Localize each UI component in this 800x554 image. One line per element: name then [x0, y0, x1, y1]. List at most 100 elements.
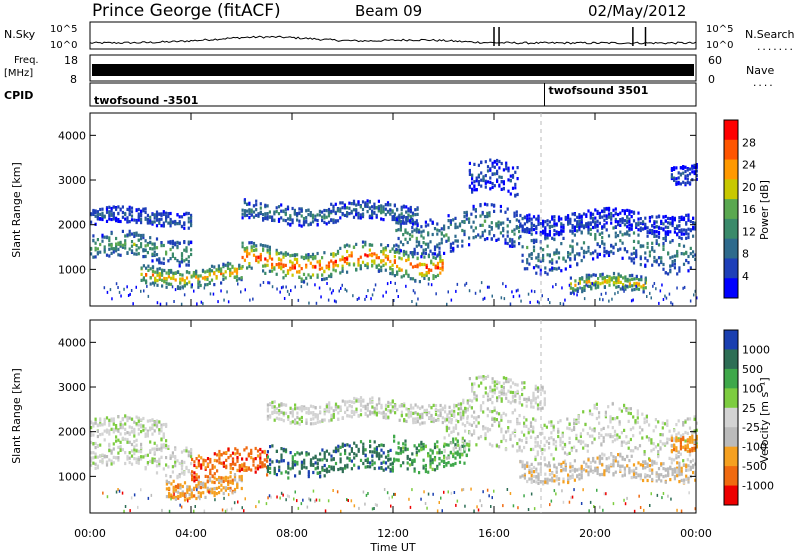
- heatmap-cell: [236, 485, 239, 489]
- heatmap-cell: [191, 478, 194, 482]
- heatmap-cell: [679, 434, 682, 438]
- heatmap-cell: [520, 430, 523, 434]
- heatmap-cell: [256, 454, 260, 458]
- heatmap-cell: [483, 296, 486, 300]
- heatmap-cell: [400, 212, 403, 216]
- heatmap-cell: [112, 213, 115, 217]
- nsearch-tick-top: 10^5: [706, 24, 733, 35]
- heatmap-cell: [491, 410, 494, 414]
- heatmap-cell: [289, 421, 292, 425]
- heatmap-cell: [548, 436, 551, 440]
- heatmap-cell: [352, 215, 356, 219]
- heatmap-cell: [245, 457, 248, 461]
- heatmap-cell: [397, 441, 400, 445]
- heatmap-cell: [339, 460, 342, 464]
- heatmap-cell: [332, 465, 335, 469]
- heatmap-cell: [573, 218, 576, 222]
- heatmap-cell: [172, 276, 175, 280]
- heatmap-cell: [211, 466, 214, 470]
- heatmap-cell: [521, 259, 524, 263]
- heatmap-cell: [433, 252, 437, 256]
- heatmap-cell: [382, 460, 385, 464]
- heatmap-cell: [513, 428, 517, 432]
- heatmap-cell: [183, 226, 186, 230]
- heatmap-cell: [526, 227, 529, 231]
- heatmap-cell: [190, 240, 193, 245]
- heatmap-cell: [577, 420, 580, 424]
- heatmap-cell: [153, 423, 156, 427]
- heatmap-cell: [430, 283, 433, 287]
- heatmap-cell: [126, 233, 129, 237]
- heatmap-cell: [399, 464, 402, 468]
- heatmap-cell: [280, 265, 283, 269]
- heatmap-cell: [330, 454, 333, 458]
- heatmap-cell: [247, 454, 250, 458]
- heatmap-cell: [140, 242, 143, 246]
- heatmap-cell: [192, 273, 195, 277]
- heatmap-cell: [180, 224, 184, 228]
- heatmap-cell: [378, 401, 381, 405]
- heatmap-cell: [461, 239, 464, 243]
- heatmap-cell: [178, 264, 181, 268]
- heatmap-cell: [374, 283, 377, 287]
- heatmap-cell: [569, 244, 572, 248]
- heatmap-cell: [227, 482, 230, 486]
- heatmap-cell: [121, 205, 124, 209]
- heatmap-cell: [548, 233, 551, 237]
- heatmap-cell: [694, 225, 697, 229]
- freq-tick-bottom: 8: [70, 73, 77, 86]
- heatmap-cell: [581, 290, 584, 294]
- heatmap-cell: [298, 207, 301, 211]
- heatmap-cell: [593, 429, 596, 433]
- heatmap-cell: [589, 252, 592, 256]
- heatmap-cell: [660, 260, 663, 264]
- heatmap-cell: [126, 216, 129, 220]
- heatmap-cell: [411, 213, 415, 217]
- heatmap-cell: [266, 469, 269, 473]
- heatmap-cell: [542, 219, 545, 223]
- heatmap-cell: [547, 298, 549, 301]
- heatmap-cell: [305, 209, 308, 213]
- heatmap-cell: [667, 272, 670, 276]
- heatmap-cell: [238, 466, 241, 470]
- heatmap-cell: [364, 448, 367, 452]
- heatmap-cell: [266, 259, 269, 263]
- heatmap-cell: [553, 215, 556, 219]
- heatmap-cell: [117, 429, 120, 433]
- heatmap-cell: [287, 466, 290, 470]
- heatmap-cell: [598, 244, 601, 249]
- heatmap-cell: [378, 466, 381, 470]
- heatmap-cell: [678, 219, 681, 223]
- heatmap-cell: [334, 407, 338, 412]
- heatmap-cell: [183, 293, 186, 297]
- heatmap-cell: [493, 380, 496, 384]
- heatmap-cell: [676, 286, 678, 290]
- heatmap-cell: [509, 174, 512, 178]
- heatmap-cell: [197, 459, 200, 463]
- heatmap-cell: [373, 205, 376, 209]
- heatmap-cell: [172, 487, 175, 491]
- heatmap-cell: [358, 296, 360, 300]
- heatmap-cell: [169, 217, 172, 222]
- heatmap-cell: [275, 263, 278, 267]
- heatmap-cell: [670, 301, 672, 305]
- heatmap-cell: [436, 266, 440, 270]
- heatmap-cell: [523, 222, 526, 226]
- heatmap-cell: [513, 232, 516, 236]
- heatmap-cell: [291, 463, 294, 467]
- heatmap-cell: [162, 435, 165, 439]
- heatmap-cell: [414, 278, 417, 283]
- heatmap-cell: [434, 404, 438, 408]
- heatmap-cell: [443, 460, 446, 464]
- heatmap-cell: [201, 268, 205, 272]
- heatmap-cell: [339, 216, 342, 220]
- heatmap-cell: [544, 220, 547, 224]
- colorbar-tick-label: 16: [742, 203, 756, 216]
- heatmap-cell: [248, 208, 251, 212]
- heatmap-cell: [391, 268, 394, 272]
- heatmap-cell: [170, 493, 173, 497]
- heatmap-cell: [142, 249, 145, 253]
- heatmap-cell: [243, 249, 246, 253]
- heatmap-cell: [553, 228, 556, 233]
- heatmap-cell: [497, 220, 500, 224]
